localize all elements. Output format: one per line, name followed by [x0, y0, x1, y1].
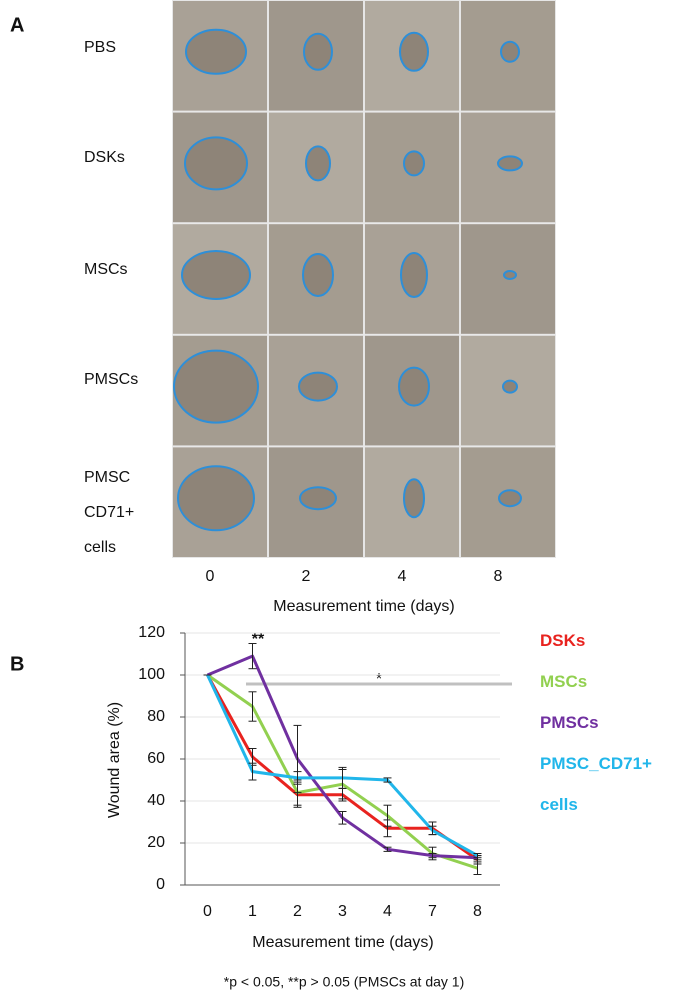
y-tick-label: 120 — [138, 624, 165, 641]
error-bar — [248, 691, 257, 722]
row-label: MSCs — [84, 261, 128, 278]
wound-outline — [173, 349, 259, 424]
x-tick-label: 2 — [293, 903, 302, 920]
error-bar — [248, 643, 257, 670]
error-bar — [383, 846, 392, 852]
error-bar — [338, 766, 347, 789]
error-bar — [473, 861, 482, 875]
row-label: DSKs — [84, 149, 125, 166]
y-tick-label: 0 — [156, 876, 165, 893]
wound-outline — [502, 379, 518, 394]
row-label: PBS — [84, 39, 117, 56]
x-axis-title: Measurement time (days) — [273, 598, 454, 615]
wound-photo — [268, 0, 364, 112]
x-tick-label: 1 — [248, 903, 257, 920]
wound-outline — [398, 366, 430, 407]
wound-outline — [181, 250, 251, 300]
column-label: 2 — [302, 568, 311, 585]
x-tick-label: 3 — [338, 903, 347, 920]
panel-label: A — [10, 14, 24, 36]
photo-grid — [172, 0, 556, 558]
y-tick-label: 100 — [138, 666, 165, 683]
wound-photo — [364, 446, 460, 558]
row-label: PMSCs — [84, 371, 139, 388]
series-line — [206, 654, 478, 860]
panel-label: B — [10, 653, 24, 675]
wound-outline — [298, 371, 338, 402]
x-tick-label: 7 — [428, 903, 437, 920]
annotation: * — [376, 671, 382, 688]
column-label: 4 — [398, 568, 407, 585]
error-bar — [293, 771, 302, 785]
wound-outline — [303, 32, 333, 71]
legend-entry: MSCs — [540, 672, 588, 691]
error-bar — [383, 804, 392, 827]
wound-outline — [299, 486, 337, 511]
wound-outline — [302, 253, 334, 297]
wound-outline — [403, 478, 425, 519]
wound-outline — [305, 145, 331, 182]
wound-outline — [500, 40, 520, 63]
footnote: *p < 0.05, **p > 0.05 (PMSCs at day 1) — [224, 974, 464, 990]
wound-outline — [185, 28, 247, 75]
wound-outline — [177, 465, 255, 532]
x-tick-label: 4 — [383, 903, 392, 920]
y-axis-title: Wound area (%) — [106, 702, 123, 818]
legend-entry: DSKs — [540, 631, 586, 650]
legend: DSKs MSCs PMSCs PMSC_CD71+ cells — [540, 620, 680, 825]
error-bar — [338, 811, 347, 825]
y-tick-label: 20 — [147, 834, 165, 851]
y-tick-label: 60 — [147, 750, 165, 767]
legend-entry: PMSC_CD71+ cells — [540, 754, 652, 814]
column-label: 0 — [206, 568, 215, 585]
column-label: 8 — [494, 568, 503, 585]
y-tick-label: 40 — [147, 792, 165, 809]
wound-outline — [403, 150, 425, 177]
error-bar — [428, 825, 437, 836]
legend-entry: PMSCs — [540, 713, 599, 732]
wound-outline — [498, 489, 522, 508]
x-tick-label: 0 — [203, 903, 212, 920]
error-bar — [248, 762, 257, 781]
error-bar — [428, 853, 437, 859]
wound-outline — [184, 136, 248, 191]
wound-outline — [399, 31, 429, 72]
x-tick-label: 8 — [473, 903, 482, 920]
annotation: ** — [252, 631, 265, 648]
wound-outline — [497, 155, 523, 172]
error-bar — [473, 853, 482, 859]
error-bar — [383, 777, 392, 783]
x-axis-title: Measurement time (days) — [252, 934, 433, 951]
wound-outline — [503, 270, 517, 280]
row-label: PMSC CD71+ cells — [84, 469, 135, 556]
wound-outline — [400, 252, 428, 298]
y-tick-label: 80 — [147, 708, 165, 725]
